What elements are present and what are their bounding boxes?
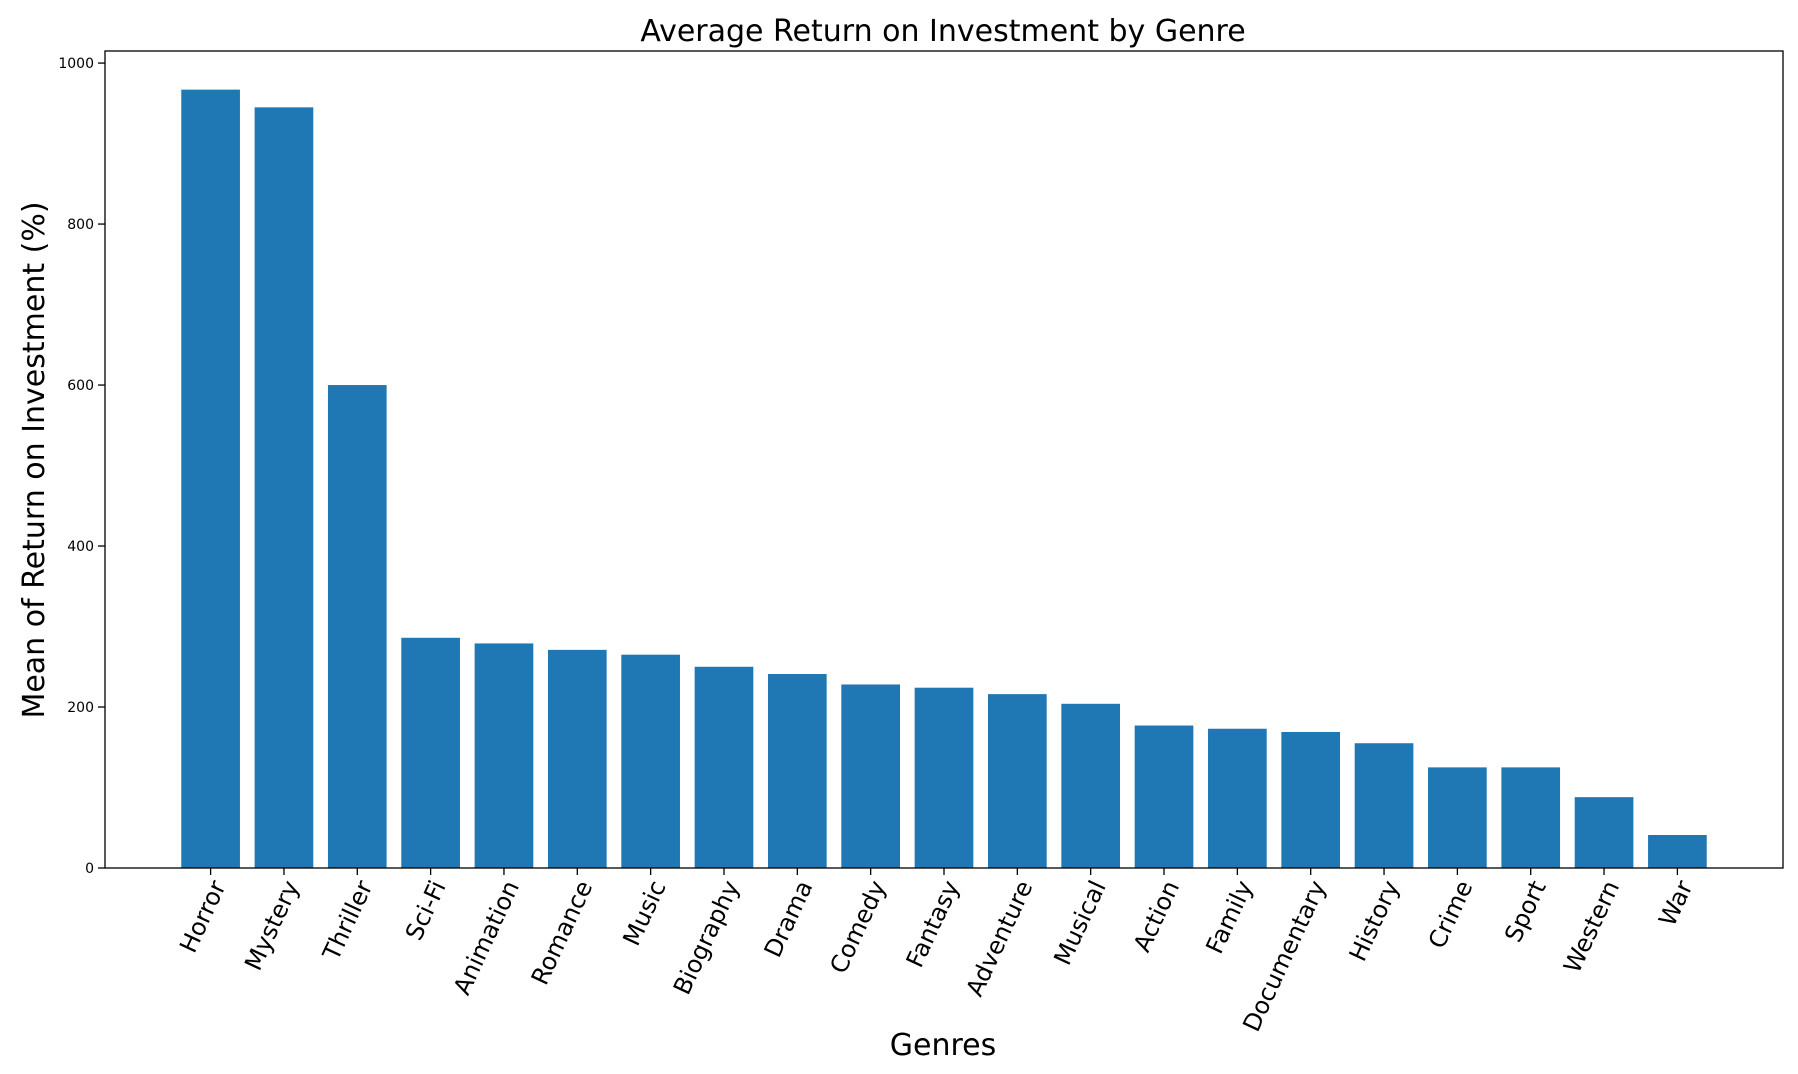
bar-action [1134, 725, 1194, 868]
x-tick-label: Romance [526, 876, 599, 989]
bar-war [1648, 834, 1707, 868]
x-tick-label: Western [1558, 876, 1625, 977]
bar-family [1208, 728, 1267, 868]
bar-adventure [988, 694, 1047, 868]
x-axis-label: Genres [890, 1028, 996, 1063]
bar-western [1574, 797, 1634, 868]
x-tick-label: Comedy [824, 876, 891, 978]
bar-fantasy [914, 687, 974, 868]
x-tick-label: Mystery [239, 876, 305, 975]
x-tick-label: Adventure [961, 876, 1039, 1000]
bar-animation [474, 643, 534, 868]
x-tick-label: Biography [668, 876, 745, 999]
bar-history [1354, 743, 1414, 868]
x-tick-label: Crime [1423, 876, 1479, 953]
bar-drama [767, 674, 827, 868]
bar-thriller [327, 385, 387, 868]
x-tick-label: Musical [1048, 876, 1111, 969]
y-tick-label: 0 [85, 861, 94, 877]
x-tick-label: Fantasy [901, 876, 965, 972]
x-tick-label: War [1653, 876, 1698, 930]
y-tick-label: 1000 [58, 56, 94, 72]
x-tick-label: Action [1128, 876, 1185, 956]
x-tick-label: History [1344, 876, 1405, 965]
x-tick-label: Sci-Fi [400, 876, 452, 944]
x-tick-label: Horror [174, 876, 232, 957]
x-tick-label: Family [1200, 876, 1258, 958]
plot-frame [104, 50, 1784, 869]
x-tick-label: Drama [759, 876, 819, 961]
x-tick-label: Thriller [317, 876, 379, 965]
y-tick-label: 200 [67, 700, 94, 716]
bar-crime [1428, 767, 1487, 868]
y-axis: 0 200 400 600 800 1000 [58, 56, 105, 877]
bar-documentary [1281, 731, 1341, 868]
bar-mystery [254, 107, 314, 868]
bar-sci-fi [401, 637, 460, 868]
bar-sport [1501, 767, 1561, 868]
bar-music [621, 654, 680, 868]
chart-title: Average Return on Investment by Genre [640, 14, 1245, 49]
bar-horror [181, 89, 240, 868]
bar-romance [547, 649, 607, 868]
bar-biography [694, 666, 754, 868]
y-axis-label: Mean of Return on Investment (%) [17, 201, 52, 718]
x-tick-label: Sport [1499, 876, 1552, 946]
bar-comedy [841, 684, 900, 868]
y-tick-label: 400 [67, 539, 94, 555]
bars [181, 89, 1707, 868]
x-tick-label: Music [617, 876, 671, 950]
y-tick-label: 600 [67, 378, 94, 394]
y-tick-label: 800 [67, 217, 94, 233]
bar-musical [1061, 703, 1121, 868]
x-tick-label: Animation [448, 876, 525, 999]
